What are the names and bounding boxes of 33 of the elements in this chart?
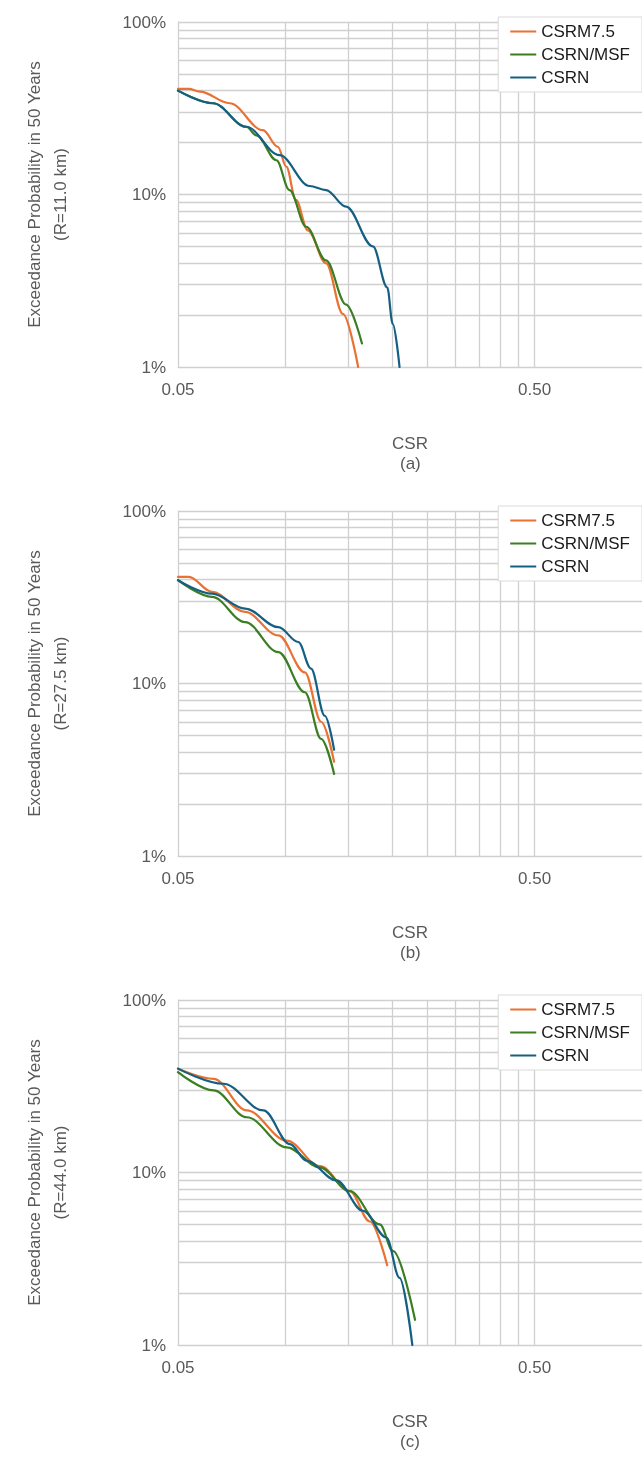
x-axis-title: CSR bbox=[392, 923, 428, 942]
legend-label: CSRM7.5 bbox=[541, 1000, 615, 1019]
y-tick-label: 100% bbox=[122, 12, 166, 32]
y-tick-label: 1% bbox=[141, 1335, 166, 1355]
text: (a) bbox=[400, 454, 421, 473]
x-tick-label: 0.05 bbox=[161, 869, 195, 888]
legend-label: CSRN bbox=[541, 68, 590, 87]
legend-label: CSRM7.5 bbox=[541, 511, 615, 530]
legend-label: CSRN bbox=[541, 1046, 590, 1065]
x-tick-label: 0.05 bbox=[161, 1358, 195, 1377]
x-tick-label: 0.50 bbox=[518, 869, 552, 888]
x-axis-title: CSR bbox=[392, 434, 428, 453]
y-axis-title: Exceedance Probability in 50 Years (R=27.5 km) bbox=[24, 550, 70, 817]
y-tick-label: 1% bbox=[141, 846, 166, 866]
y-tick-label: 100% bbox=[122, 990, 166, 1010]
y-tick-label: 10% bbox=[131, 185, 166, 204]
x-tick-label: 0.05 bbox=[161, 380, 195, 399]
text: (b) bbox=[400, 943, 421, 962]
y-tick-label: 10% bbox=[131, 1163, 166, 1182]
y-axis-title: Exceedance Probability in 50 Years (R=44.0 km) bbox=[24, 1039, 70, 1306]
y-tick-label: 1% bbox=[141, 357, 166, 377]
y-tick-label: 10% bbox=[131, 674, 166, 693]
legend-label: CSRN/MSF bbox=[541, 534, 630, 553]
x-tick-label: 0.50 bbox=[518, 1358, 552, 1377]
legend-label: CSRN/MSF bbox=[541, 45, 630, 64]
legend-label: CSRM7.5 bbox=[541, 22, 615, 41]
y-axis-title: Exceedance Probability in 50 Years (R=11.0 km) bbox=[24, 61, 70, 328]
text: (c) bbox=[400, 1432, 420, 1451]
x-tick-label: 0.50 bbox=[518, 380, 552, 399]
y-tick-label: 100% bbox=[122, 501, 166, 521]
x-axis-title: CSR bbox=[392, 1412, 428, 1431]
legend-label: CSRN/MSF bbox=[541, 1023, 630, 1042]
legend-label: CSRN bbox=[541, 557, 590, 576]
